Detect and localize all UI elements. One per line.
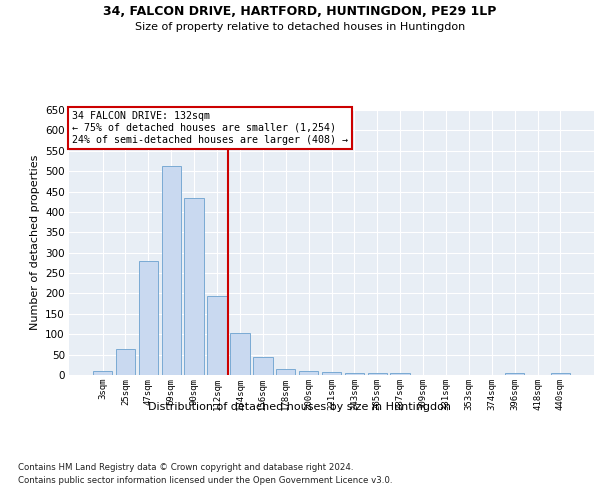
Bar (139, 261, 158, 375)
Text: Contains HM Land Registry data © Crown copyright and database right 2024.: Contains HM Land Registry data © Crown c… (18, 462, 353, 471)
Bar (116, 350, 135, 375)
Text: Contains public sector information licensed under the Open Government Licence v3: Contains public sector information licen… (18, 476, 392, 485)
Text: 34 FALCON DRIVE: 132sqm
← 75% of detached houses are smaller (1,254)
24% of semi: 34 FALCON DRIVE: 132sqm ← 75% of detache… (71, 112, 347, 144)
Bar (344, 373, 364, 375)
Bar (276, 369, 295, 375)
Bar (505, 373, 524, 375)
Bar (184, 198, 204, 375)
Text: Distribution of detached houses by size in Huntingdon: Distribution of detached houses by size … (149, 402, 452, 412)
Bar (391, 374, 410, 375)
Y-axis label: Number of detached properties: Number of detached properties (29, 155, 40, 330)
Bar (253, 356, 272, 375)
Bar (93, 371, 112, 375)
Text: Size of property relative to detached houses in Huntingdon: Size of property relative to detached ho… (135, 22, 465, 32)
Bar (299, 371, 319, 375)
Bar (368, 373, 387, 375)
Bar (161, 166, 181, 375)
Bar (322, 372, 341, 375)
Text: 34, FALCON DRIVE, HARTFORD, HUNTINGDON, PE29 1LP: 34, FALCON DRIVE, HARTFORD, HUNTINGDON, … (103, 5, 497, 18)
Bar (208, 296, 227, 375)
Bar (230, 334, 250, 375)
Bar (551, 373, 570, 375)
